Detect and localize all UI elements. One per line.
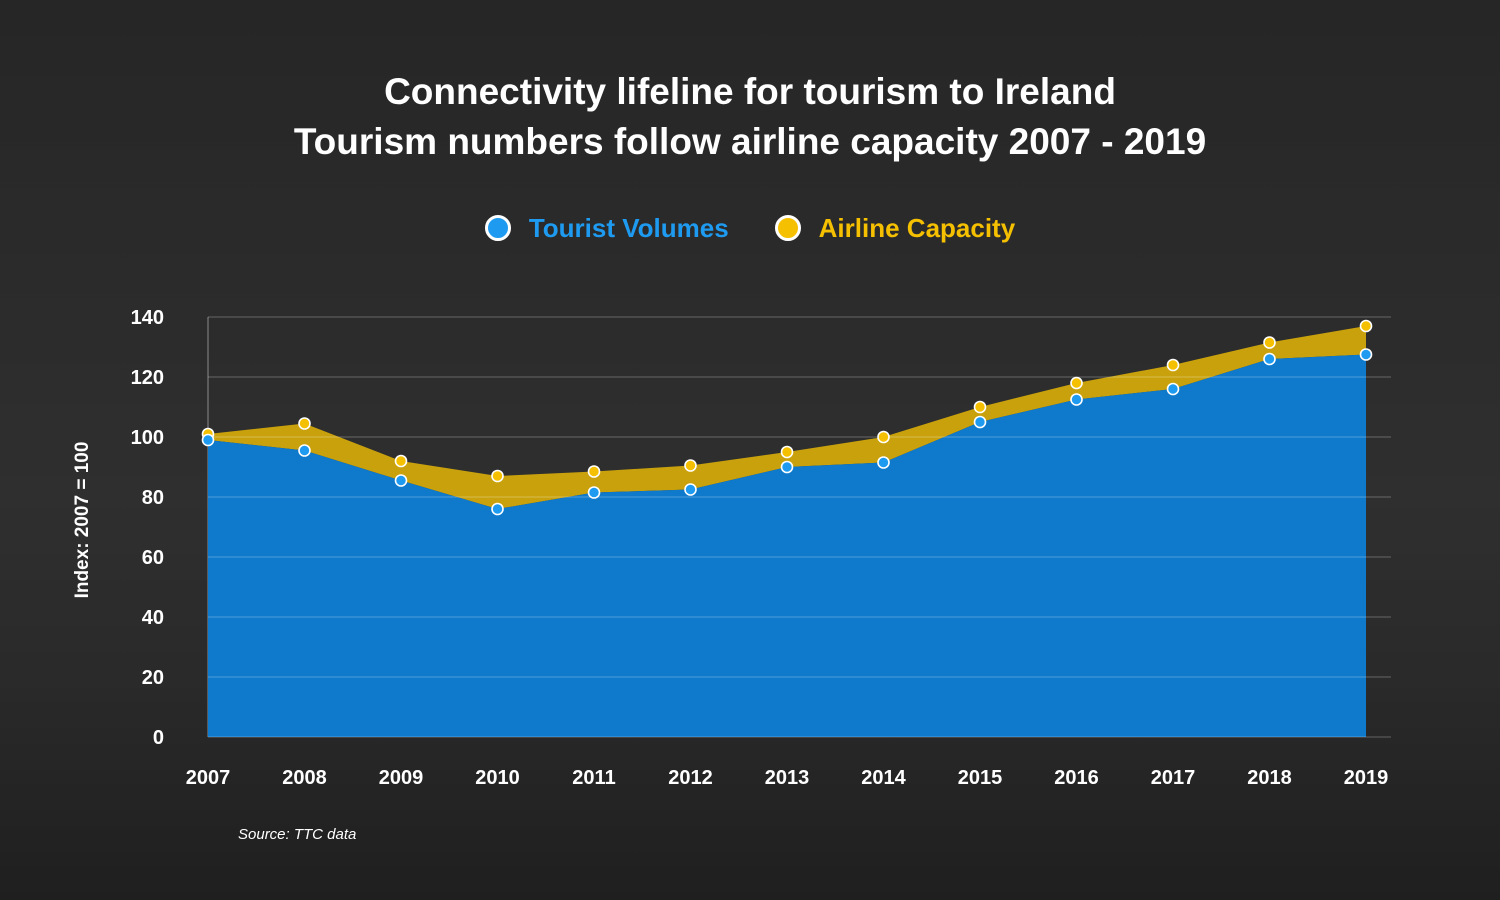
source-note: Source: TTC data: [238, 826, 357, 843]
x-tick-label: 2009: [379, 767, 424, 789]
tourist-volumes-point: [780, 460, 794, 474]
x-tick-label: 2015: [958, 767, 1003, 789]
tourist-volumes-point: [684, 483, 697, 496]
tourist-volumes-point: [1166, 382, 1180, 396]
x-tick-label: 2013: [765, 767, 810, 789]
airline-capacity-point: [1359, 319, 1373, 333]
y-tick-label: 140: [131, 307, 164, 329]
airline-capacity-point: [1166, 358, 1180, 372]
tourist-volumes-point: [1263, 352, 1276, 366]
x-tick-label: 2017: [1151, 767, 1196, 789]
tourist-volumes-point: [394, 474, 408, 487]
airline-capacity-point: [1070, 376, 1083, 390]
legend-label-tourist-volumes: Tourist Volumes: [528, 212, 729, 243]
tourist-volumes-point: [298, 444, 311, 457]
airline-capacity-point: [1263, 336, 1276, 349]
airline-capacity-point: [587, 465, 601, 478]
tourist-volumes-point: [1070, 393, 1083, 406]
tourist-volumes-point: [587, 486, 601, 499]
legend-item-airline-capacity: Airline Capacity: [774, 212, 1016, 244]
y-tick-label: 80: [142, 487, 164, 509]
x-tick-label: 2012: [668, 767, 713, 789]
tourist-volumes-area: [208, 354, 1366, 737]
tourist-volumes-point: [973, 415, 987, 429]
tourist-volumes-point: [877, 456, 890, 469]
tourist-volumes-point: [491, 502, 504, 516]
y-tick-label: 60: [142, 547, 164, 569]
tourist-volumes-point: [201, 433, 215, 447]
airline-capacity-point: [684, 459, 697, 472]
x-tick-label: 2018: [1247, 767, 1292, 789]
x-tick-label: 2010: [475, 767, 520, 789]
airline-capacity-point: [491, 469, 504, 483]
tourist-volumes-point: [1359, 348, 1373, 361]
x-tick-label: 2007: [186, 767, 231, 789]
legend-label-airline-capacity: Airline Capacity: [818, 212, 1016, 243]
x-tick-label: 2011: [572, 767, 615, 789]
chart-title: Connectivity lifeline for tourism to Ire…: [384, 71, 1116, 112]
y-tick-label: 0: [153, 727, 164, 749]
x-tick-label: 2008: [282, 767, 327, 789]
legend: Tourist Volumes Airline Capacity: [0, 205, 1500, 251]
legend-marker-airline-capacity: [774, 215, 801, 241]
airline-capacity-point: [973, 400, 987, 414]
x-tick-label: 2019: [1344, 767, 1389, 789]
y-tick-label: 120: [131, 367, 164, 389]
x-tick-label: 2016: [1054, 767, 1099, 789]
airline-capacity-point: [394, 454, 408, 468]
airline-capacity-point: [877, 430, 890, 444]
y-tick-label: 100: [131, 427, 164, 449]
chart-subtitle: Tourism numbers follow airline capacity …: [293, 121, 1207, 162]
y-tick-label: 40: [142, 607, 164, 629]
y-tick-label: 20: [142, 667, 164, 689]
airline-capacity-point: [298, 417, 311, 430]
legend-marker-tourist-volumes: [484, 215, 511, 241]
legend-item-tourist-volumes: Tourist Volumes: [484, 212, 729, 244]
x-tick-label: 2014: [861, 767, 906, 789]
airline-capacity-point: [780, 445, 794, 459]
